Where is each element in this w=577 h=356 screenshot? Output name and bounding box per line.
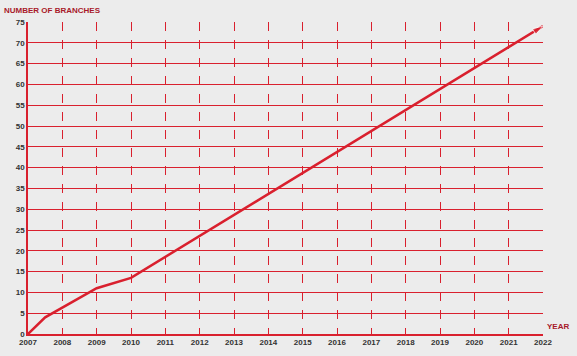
svg-text:20: 20 — [16, 247, 25, 256]
svg-text:2022: 2022 — [534, 338, 552, 347]
svg-text:55: 55 — [16, 101, 25, 110]
svg-text:60: 60 — [16, 80, 25, 89]
svg-text:75: 75 — [16, 18, 25, 27]
svg-text:0: 0 — [20, 330, 25, 339]
svg-text:2012: 2012 — [191, 338, 209, 347]
svg-text:2021: 2021 — [500, 338, 518, 347]
svg-text:2016: 2016 — [328, 338, 346, 347]
svg-text:30: 30 — [16, 205, 25, 214]
svg-text:2015: 2015 — [294, 338, 312, 347]
svg-text:2008: 2008 — [53, 338, 71, 347]
svg-text:35: 35 — [16, 184, 25, 193]
svg-text:2011: 2011 — [157, 338, 175, 347]
svg-text:2018: 2018 — [397, 338, 415, 347]
svg-text:10: 10 — [16, 288, 25, 297]
svg-text:25: 25 — [16, 226, 25, 235]
svg-text:YEAR: YEAR — [547, 322, 569, 331]
svg-text:2010: 2010 — [122, 338, 140, 347]
svg-text:15: 15 — [16, 267, 25, 276]
svg-text:2013: 2013 — [225, 338, 243, 347]
svg-text:65: 65 — [16, 59, 25, 68]
svg-text:2007: 2007 — [19, 338, 37, 347]
svg-text:2019: 2019 — [431, 338, 449, 347]
svg-text:2009: 2009 — [88, 338, 106, 347]
svg-text:2020: 2020 — [465, 338, 483, 347]
svg-text:70: 70 — [16, 39, 25, 48]
svg-text:2017: 2017 — [362, 338, 380, 347]
svg-text:2014: 2014 — [259, 338, 277, 347]
svg-text:45: 45 — [16, 143, 25, 152]
svg-text:40: 40 — [16, 163, 25, 172]
svg-text:50: 50 — [16, 122, 25, 131]
svg-text:NUMBER OF BRANCHES: NUMBER OF BRANCHES — [4, 6, 101, 15]
svg-text:5: 5 — [20, 309, 25, 318]
